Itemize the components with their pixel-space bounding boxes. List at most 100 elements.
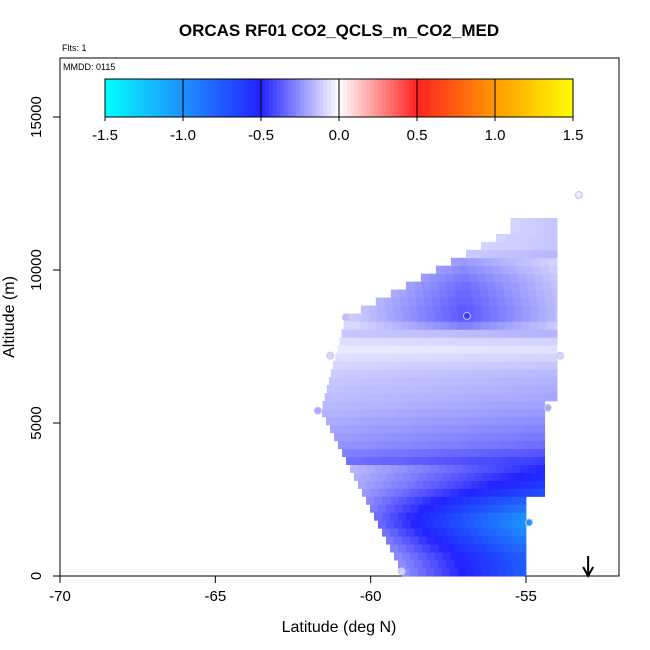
field-cell [515, 472, 525, 481]
field-cell [518, 393, 527, 402]
field-cell [454, 512, 464, 521]
field-cell [373, 393, 382, 402]
field-cell [383, 353, 393, 362]
field-cell [361, 313, 371, 322]
field-cell [394, 552, 403, 561]
field-cell [386, 424, 396, 434]
field-cell [382, 448, 391, 458]
field-cell [470, 528, 480, 537]
field-cell [461, 273, 470, 283]
field-cell [406, 544, 415, 553]
field-cell [523, 536, 527, 545]
field-cell [506, 568, 516, 577]
field-cell [496, 385, 505, 394]
field-cell [512, 233, 521, 243]
field-cell [322, 408, 331, 418]
field-cell [491, 456, 500, 466]
field-cell [545, 321, 555, 330]
field-cell [506, 249, 515, 259]
colorbar-segment [253, 79, 258, 117]
field-cell [514, 377, 524, 386]
field-cell [454, 496, 464, 505]
field-cell [474, 568, 483, 577]
field-cell [525, 337, 534, 346]
field-cell [366, 448, 375, 458]
field-cell [419, 400, 428, 410]
field-cell [523, 504, 527, 513]
field-cell [374, 416, 383, 426]
field-cell [492, 337, 502, 346]
field-cell [495, 496, 504, 505]
field-cell [487, 512, 496, 521]
field-cell [355, 369, 364, 378]
colorbar-segment [420, 79, 426, 117]
field-cell [442, 345, 451, 354]
field-cell [334, 432, 343, 442]
field-cell [440, 297, 449, 306]
colorbar-segment [296, 79, 301, 117]
field-cell [446, 464, 456, 473]
field-cell [459, 408, 468, 418]
field-cell [438, 480, 448, 489]
field-cell [425, 305, 434, 314]
field-cell [486, 544, 496, 553]
field-cell [434, 488, 444, 497]
field-cell [434, 345, 443, 354]
field-cell [502, 281, 512, 290]
field-cell [422, 512, 431, 521]
field-cell [497, 297, 506, 306]
field-cell [535, 361, 544, 370]
field-cell [365, 361, 374, 370]
field-cell [492, 369, 502, 378]
colorbar-segment [424, 79, 430, 117]
field-cell [374, 432, 383, 442]
field-cell [354, 400, 364, 410]
field-cell [362, 424, 371, 434]
field-cell [495, 432, 505, 442]
colorbar-segment [526, 79, 531, 117]
field-cell [429, 393, 439, 402]
field-cell [441, 377, 451, 386]
field-cell [490, 552, 500, 561]
field-cell [456, 321, 466, 330]
field-cell [530, 377, 540, 386]
field-cell [499, 504, 508, 513]
field-cell [466, 568, 475, 577]
field-cell [442, 313, 452, 322]
field-cell [394, 456, 403, 466]
field-cell [523, 313, 532, 322]
field-cell [546, 305, 556, 314]
colorbar-segment [183, 79, 188, 117]
field-cell [417, 377, 427, 386]
field-cell [531, 440, 541, 450]
colorbar-segment [510, 79, 515, 117]
field-cell [426, 488, 436, 497]
field-cell [414, 544, 423, 553]
field-cell [535, 432, 545, 442]
field-cell [460, 265, 469, 275]
field-cell [338, 400, 348, 410]
field-cell [454, 544, 464, 553]
field-cell [411, 400, 420, 410]
field-cell [460, 369, 469, 378]
field-cell [500, 400, 509, 410]
field-cell [467, 424, 476, 434]
field-cell [533, 337, 542, 346]
field-cell [523, 257, 533, 267]
field-cell [410, 345, 419, 354]
field-layer [322, 217, 558, 577]
field-cell [434, 456, 444, 466]
field-cell [491, 472, 500, 481]
field-cell [332, 393, 342, 402]
field-cell [511, 496, 520, 505]
field-cell [458, 552, 468, 561]
field-cell [455, 432, 464, 442]
field-cell [374, 464, 383, 473]
field-cell [387, 337, 397, 346]
colorbar-segment [436, 79, 441, 117]
field-cell [414, 432, 424, 442]
field-cell [508, 265, 518, 275]
field-cell [447, 289, 456, 298]
field-cell [495, 480, 504, 489]
field-cell [354, 440, 363, 450]
